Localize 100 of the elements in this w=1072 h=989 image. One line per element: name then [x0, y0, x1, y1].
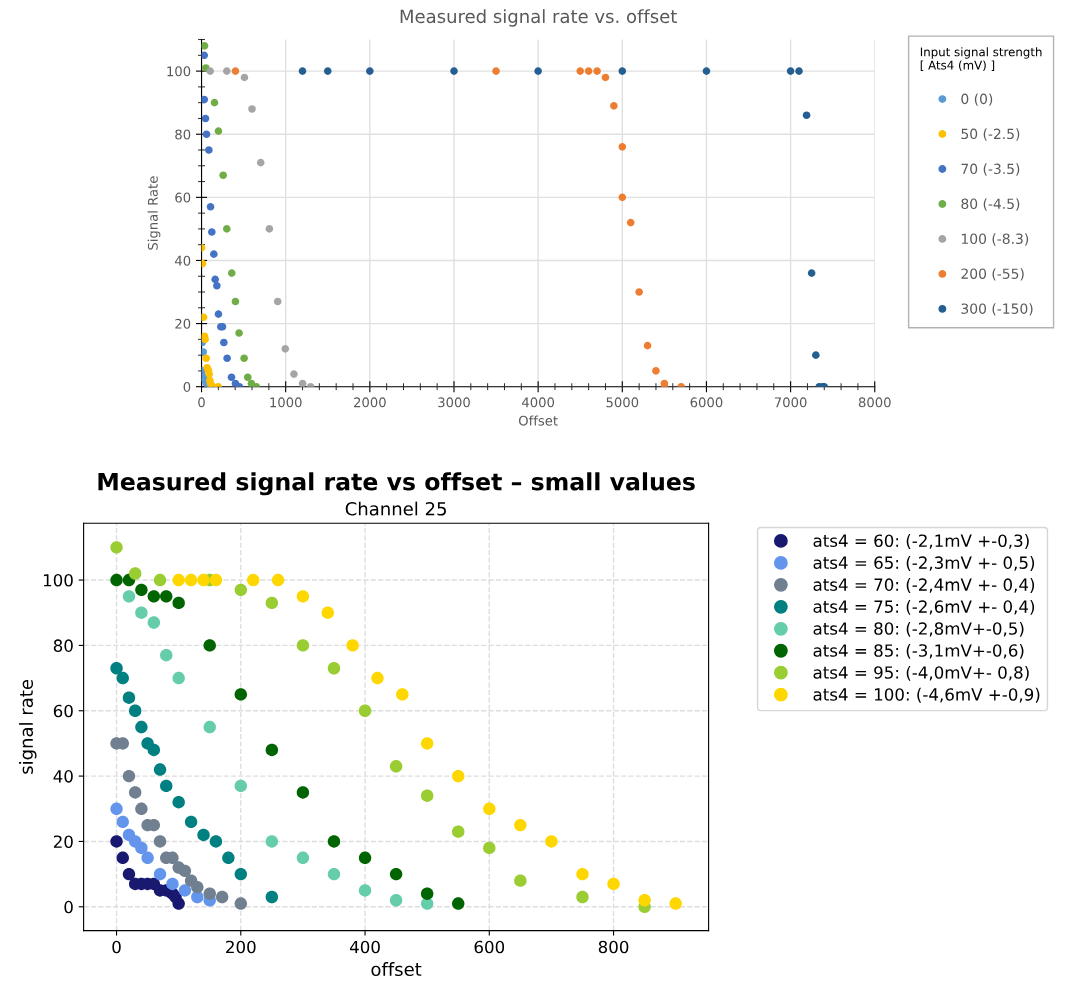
point [601, 73, 610, 82]
point [211, 275, 219, 284]
point [358, 884, 372, 897]
point [323, 67, 332, 75]
point [184, 815, 198, 829]
point [166, 877, 179, 891]
point [635, 288, 643, 296]
point [191, 880, 204, 894]
legend-label: ats4 = 60: (-2,1mV +-0,3) [813, 534, 1029, 549]
point [201, 95, 209, 104]
point [626, 218, 635, 227]
point [812, 351, 820, 359]
point [366, 67, 374, 75]
point [205, 146, 213, 154]
point [231, 67, 240, 75]
point [214, 310, 223, 318]
point [296, 786, 310, 799]
legend-label: 200 (-55) [961, 268, 1024, 281]
point [213, 281, 221, 290]
x-tick-label: 600 [474, 940, 505, 954]
point [201, 114, 210, 123]
x-tick-label: 2000 [354, 397, 386, 408]
point [110, 835, 123, 848]
point [396, 688, 409, 701]
point [296, 590, 310, 603]
point [203, 720, 216, 734]
point [452, 825, 465, 838]
point [346, 639, 359, 652]
point [160, 648, 173, 662]
legend-title: Input signal strength [ Ats4 (mV) ] [920, 47, 1042, 71]
x-tick-label: 4000 [522, 397, 555, 408]
point [483, 802, 496, 815]
legend-label: 80 (-4.5) [961, 198, 1020, 211]
point [576, 890, 589, 904]
point [243, 373, 252, 382]
point [514, 874, 527, 887]
point [209, 573, 223, 587]
point [802, 111, 811, 120]
chart-title: Measured signal rate vs. offset [400, 9, 677, 27]
point [265, 596, 279, 610]
y-tick-label: 60 [53, 704, 73, 718]
x-tick-label: 200 [226, 940, 256, 954]
point [203, 639, 216, 652]
point [206, 67, 215, 75]
point [273, 297, 282, 306]
point [184, 573, 198, 587]
point [371, 671, 384, 685]
point [122, 769, 136, 783]
point [110, 573, 123, 587]
point [110, 662, 123, 675]
point [122, 590, 136, 603]
point [234, 779, 247, 793]
point [234, 867, 247, 881]
point [786, 67, 795, 75]
point [420, 737, 434, 750]
y-tick-label: 0 [64, 900, 73, 914]
point [240, 354, 248, 363]
point [618, 193, 627, 202]
point [210, 98, 219, 107]
x-tick-label: 1000 [270, 397, 302, 408]
x-tick-label: 800 [598, 940, 629, 954]
point [219, 171, 227, 180]
point [265, 225, 274, 233]
point [298, 67, 307, 75]
point [208, 228, 216, 236]
point [197, 573, 210, 587]
point [420, 887, 434, 900]
y-tick-label: 40 [53, 770, 73, 783]
point [172, 573, 185, 587]
y-tick-label: 60 [175, 192, 191, 203]
point [135, 802, 148, 815]
point [116, 851, 129, 864]
point [389, 894, 403, 907]
point [153, 867, 167, 881]
x-tick-label: 6000 [690, 397, 723, 408]
legend-label: 100 (-8.3) [961, 233, 1029, 246]
point [492, 67, 500, 75]
point [265, 890, 279, 904]
point [178, 884, 192, 897]
point [172, 596, 185, 610]
point [358, 851, 372, 864]
point [197, 828, 210, 842]
point [514, 818, 527, 832]
point [652, 367, 660, 375]
chart-title: Measured signal rate vs offset – small values [98, 472, 695, 496]
point [420, 789, 434, 802]
y-tick-label: 100 [167, 66, 191, 77]
legend-label: ats4 = 95: (-4,0mV+- 0,8) [813, 665, 1029, 681]
point [110, 802, 123, 815]
point [450, 67, 458, 75]
point [135, 606, 148, 619]
point [227, 269, 236, 277]
point [172, 671, 185, 685]
point [298, 379, 307, 387]
y-tick-label: 20 [53, 835, 73, 849]
point [618, 67, 627, 75]
point [296, 639, 310, 652]
point [327, 835, 341, 848]
legend-label: 50 (-2.5) [961, 128, 1020, 141]
point [135, 720, 148, 734]
